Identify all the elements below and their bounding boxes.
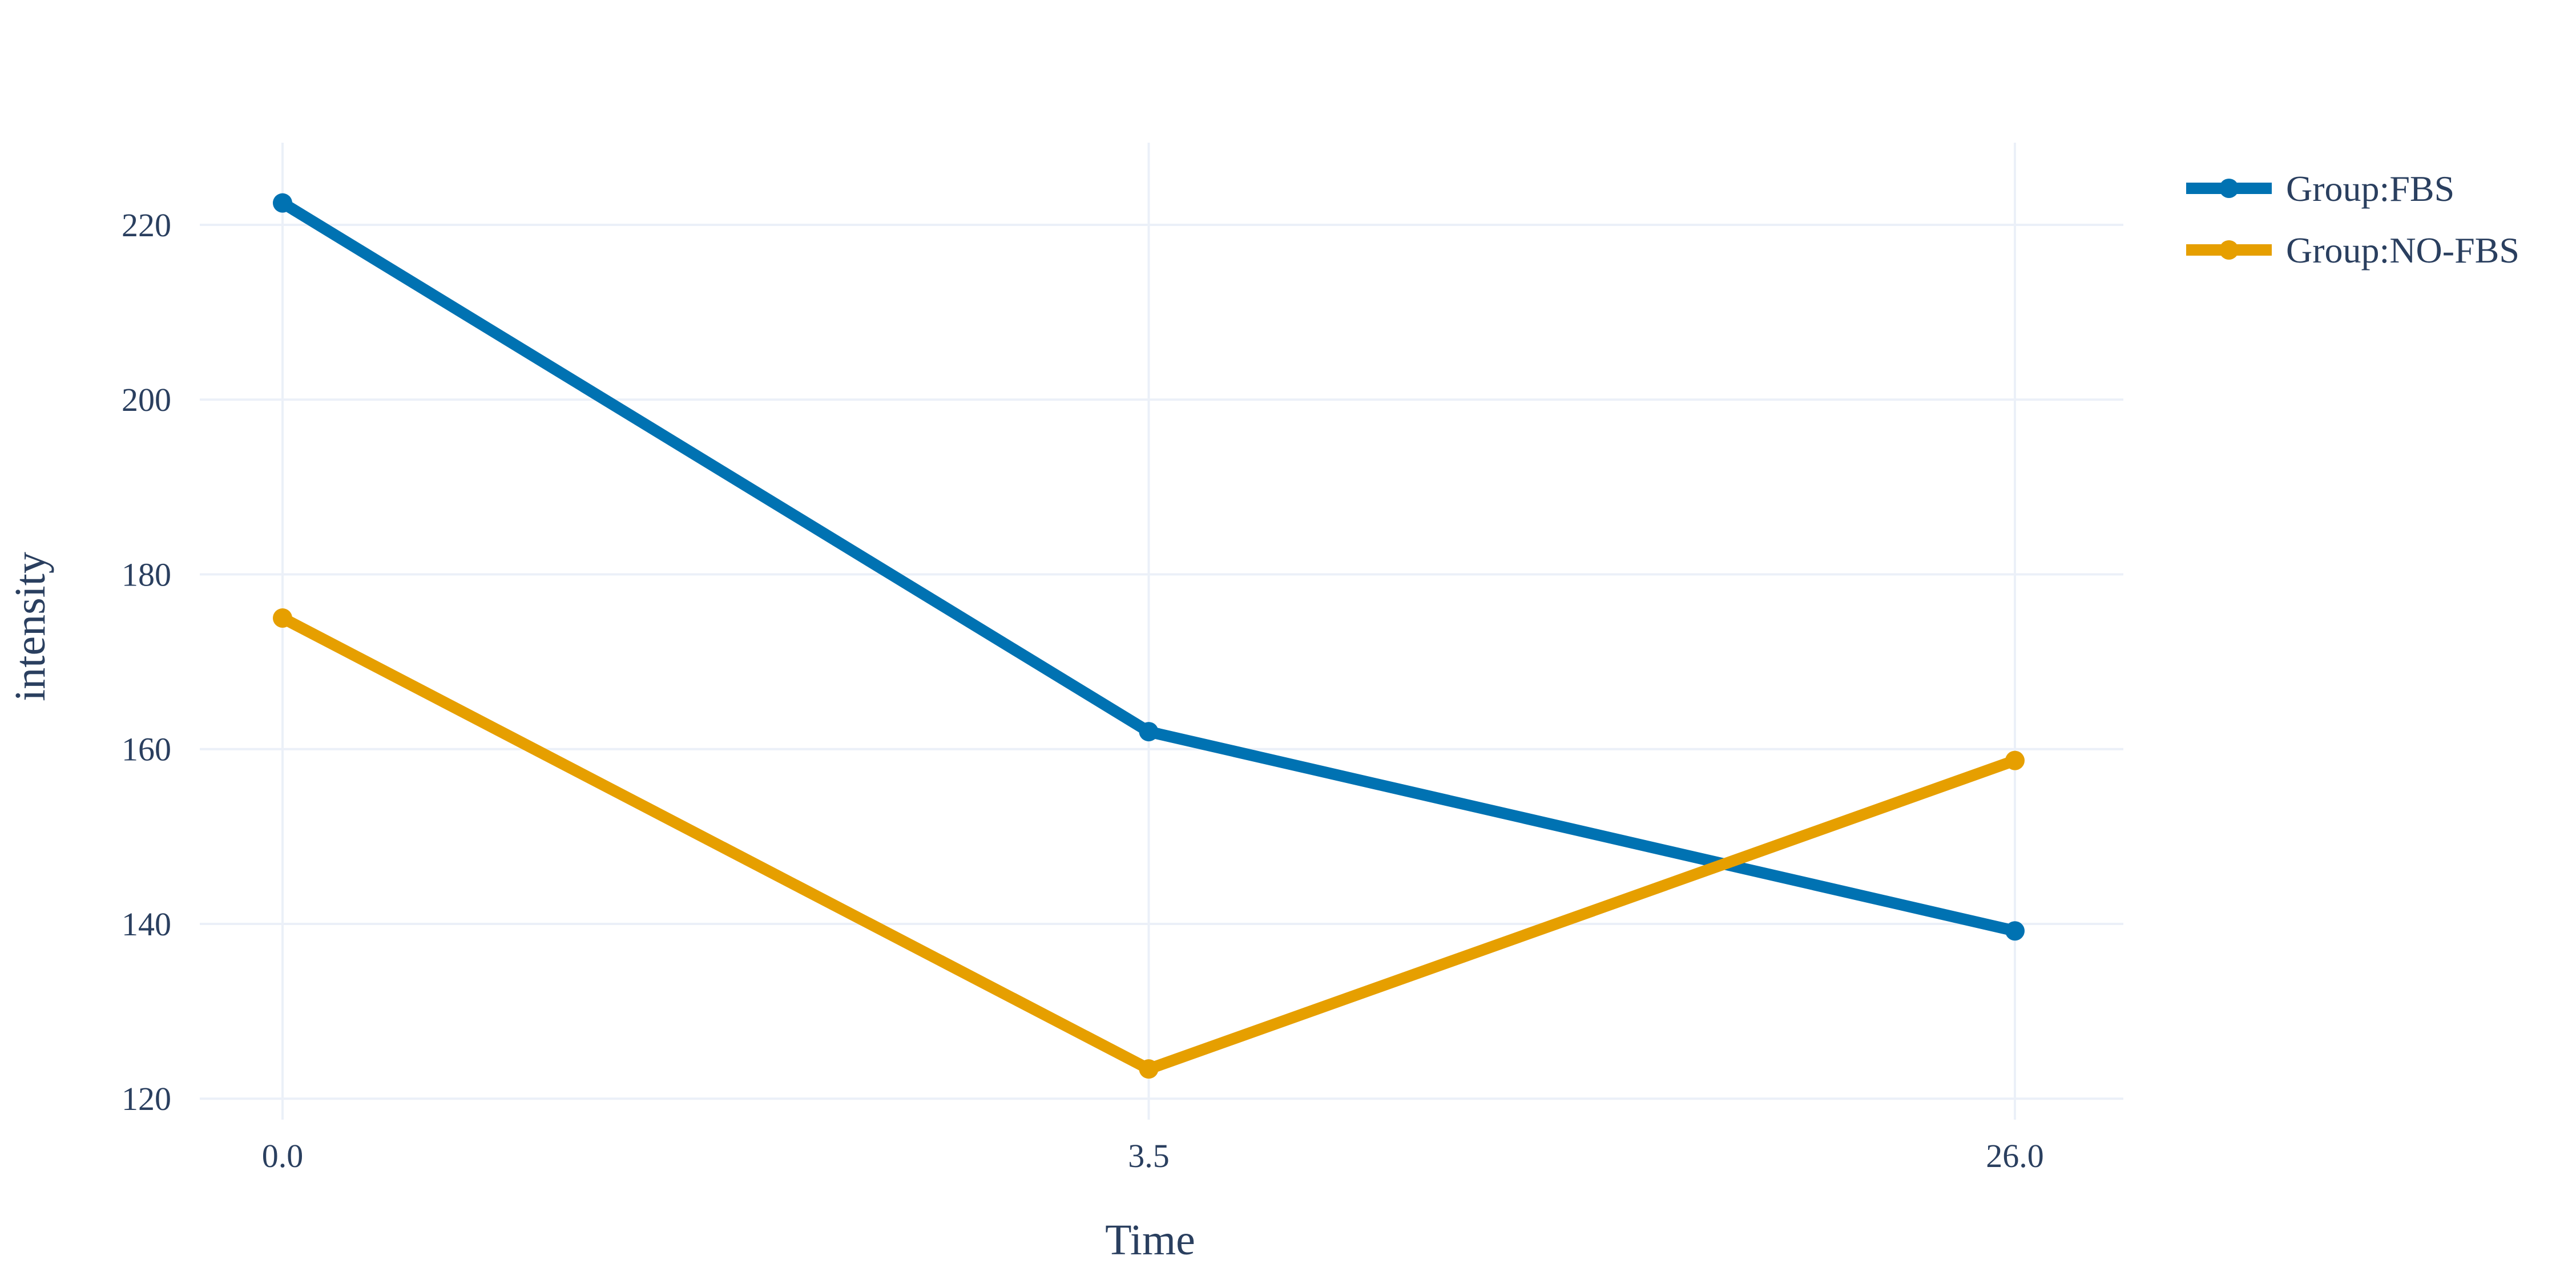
series-lines	[273, 193, 2025, 1079]
data-point[interactable]	[2005, 750, 2025, 770]
x-tick-label: 3.5	[1128, 1137, 1170, 1174]
y-tick-label: 120	[122, 1080, 171, 1117]
x-tick-labels: 0.0 3.5 26.0	[262, 1137, 2044, 1174]
data-point[interactable]	[273, 193, 292, 213]
legend[interactable]: Group:FBS Group:NO-FBS	[2186, 168, 2519, 270]
data-point[interactable]	[1139, 1059, 1159, 1079]
data-point[interactable]	[1139, 722, 1159, 742]
y-tick-label: 180	[122, 556, 171, 593]
legend-item[interactable]: Group:NO-FBS	[2186, 230, 2519, 270]
legend-item[interactable]: Group:FBS	[2186, 168, 2454, 209]
legend-label: Group:FBS	[2286, 168, 2454, 209]
x-axis-title: Time	[1105, 1216, 1195, 1264]
legend-label: Group:NO-FBS	[2286, 230, 2519, 270]
y-tick-label: 200	[122, 381, 171, 418]
x-tick-label: 0.0	[262, 1137, 304, 1174]
data-point[interactable]	[273, 608, 292, 628]
x-tick-label: 26.0	[1986, 1137, 2044, 1174]
data-point[interactable]	[2005, 921, 2025, 941]
y-tick-labels: 120 140 160 180 200 220	[122, 207, 171, 1117]
legend-swatch-marker	[2219, 240, 2239, 260]
y-tick-label: 140	[122, 906, 171, 943]
legend-swatch-marker	[2219, 179, 2239, 198]
series-2[interactable]	[273, 608, 2025, 1079]
y-tick-label: 220	[122, 207, 171, 244]
y-tick-label: 160	[122, 731, 171, 768]
y-axis-title: intensity	[6, 552, 54, 701]
gridlines	[200, 143, 2123, 1120]
